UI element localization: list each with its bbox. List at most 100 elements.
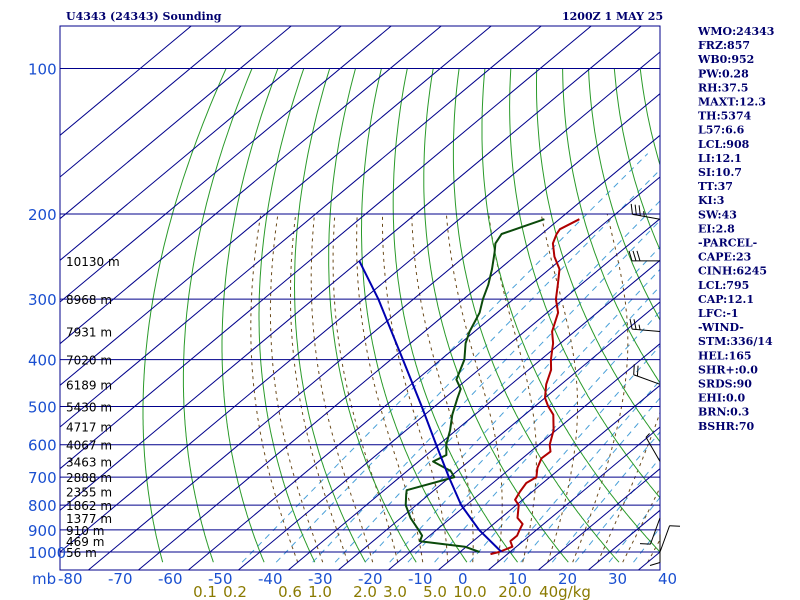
- height-label: 56 m: [66, 546, 97, 560]
- height-label: 4717 m: [66, 420, 112, 434]
- height-label: 1862 m: [66, 499, 112, 513]
- mixing-ratio-label: 0.6: [278, 583, 302, 600]
- index-value: STM:336/14: [698, 335, 773, 348]
- isotherm-line: [188, 176, 660, 570]
- valid-time: 1200Z 1 MAY 25: [562, 10, 663, 23]
- temperature-tick-label: 40: [658, 570, 677, 588]
- temperature-tick-label: -30: [308, 570, 333, 588]
- height-label: 4067 m: [66, 439, 112, 453]
- index-value: EI:2.8: [698, 222, 735, 235]
- height-label: 10130 m: [66, 255, 120, 269]
- moist-adiabat-line: [540, 213, 579, 563]
- pressure-tick-label: 200: [28, 206, 57, 224]
- isotherm-line: [88, 93, 660, 570]
- index-value: SHR+:0.0: [698, 363, 758, 376]
- mixing-ratio-label: 0.2: [223, 583, 247, 600]
- dry-adiabat-line: [796, 69, 800, 563]
- index-value: WB0:952: [697, 53, 754, 66]
- mixing-ratio-label: 0.1: [193, 583, 217, 600]
- mixing-ratio-label: 3.0: [383, 583, 407, 600]
- isotherm-line: [60, 26, 192, 136]
- temperature-tick-label: 30: [608, 570, 627, 588]
- index-value: TH:5374: [698, 110, 752, 123]
- wind-barb: [628, 250, 660, 262]
- isotherm-line: [438, 384, 660, 570]
- sounding-profiles: [358, 218, 580, 556]
- dry-adiabat-line: [182, 68, 253, 563]
- moist-adiabat-line: [445, 213, 503, 563]
- pressure-tick-labels: 100 200 300 400 500 600 700 800 900 1000: [28, 60, 66, 562]
- pressure-tick-label: 600: [28, 437, 57, 455]
- index-value: SRDS:90: [698, 378, 752, 391]
- index-value: CAP:12.1: [698, 293, 754, 306]
- wind-barb: [645, 433, 661, 462]
- pressure-tick-label: 400: [28, 352, 57, 370]
- station-title: U4343 (24343) Sounding: [66, 10, 222, 23]
- index-value: SW:43: [698, 208, 737, 221]
- dry-adiabat-line: [258, 68, 316, 563]
- height-label: 6189 m: [66, 378, 112, 392]
- isotherm-line: [60, 26, 342, 261]
- mixing-ratio-line: [364, 246, 660, 563]
- dry-adiabat-line: [392, 68, 518, 563]
- isotherm-line: [60, 26, 242, 178]
- index-value: KI:3: [698, 194, 724, 207]
- dry-adiabat-line: [588, 68, 660, 321]
- temperature-tick-label: -60: [158, 570, 183, 588]
- index-value: BSHR:70: [698, 420, 754, 433]
- isotherm-line: [538, 468, 660, 570]
- isotherm-line: [588, 509, 660, 570]
- isotherm-line: [60, 26, 292, 220]
- dry-adiabat-line: [744, 69, 800, 563]
- isotherm-line: [60, 26, 592, 470]
- height-label: 2888 m: [66, 471, 112, 485]
- dry-adiabat-line: [509, 68, 660, 499]
- temperature-tick-label: -70: [108, 570, 133, 588]
- isotherm-line: [138, 134, 660, 570]
- pressure-tick-label: 1000: [28, 544, 66, 562]
- wind-barb: [639, 517, 661, 545]
- mixing-ratio-labels: 0.1 0.2 0.6 1.0 2.0 3.0 5.0 10.0 20.0 40g/kg: [193, 583, 591, 600]
- wind-barb: [630, 203, 661, 220]
- temperature-tick-label: -10: [408, 570, 433, 588]
- plot-frame: [59, 25, 661, 571]
- temperature-profile-line: [490, 218, 580, 556]
- wind-barb: [649, 534, 661, 566]
- temperature-tick-label: 20: [558, 570, 577, 588]
- x-axis-unit-label: mb: [32, 570, 56, 588]
- index-value: WMO:24343: [697, 25, 774, 38]
- isotherm-line: [60, 26, 492, 386]
- temperature-tick-labels: mb -80 -70 -60 -50 -40 -30 -20 -10 0 10 20 30 40: [32, 570, 677, 588]
- moist-adiabat-line: [488, 213, 537, 563]
- moist-adiabat-line: [411, 213, 474, 563]
- wind-barbs: [628, 203, 681, 566]
- isotherm-line: [488, 426, 660, 570]
- mixing-ratio-line: [575, 457, 660, 563]
- dry-adiabat-line: [452, 68, 620, 563]
- temperature-tick-label: -50: [208, 570, 233, 588]
- dry-adiabat-line: [770, 69, 800, 563]
- isotherms: [60, 26, 660, 570]
- dry-adiabat-line: [562, 68, 660, 384]
- isotherm-line: [388, 343, 660, 570]
- moist-adiabat-line: [310, 213, 374, 563]
- index-value: CAPE:23: [698, 251, 751, 264]
- dry-adiabat-line: [221, 68, 279, 563]
- index-value: HEL:165: [698, 349, 752, 362]
- index-value: LI:12.1: [698, 152, 742, 165]
- mixing-ratio-line: [551, 431, 660, 563]
- height-label: 2355 m: [66, 486, 112, 500]
- temperature-tick-label: -20: [358, 570, 383, 588]
- dry-adiabat-line: [142, 68, 227, 563]
- moist-adiabat-line: [356, 213, 424, 563]
- pressure-tick-label: 100: [28, 60, 57, 78]
- mixing-ratio-label: 10.0: [453, 583, 486, 600]
- dry-adiabat-line: [481, 68, 660, 553]
- pressure-tick-label: 500: [28, 398, 57, 416]
- parcel-profile-line: [358, 260, 503, 553]
- height-label: 3463 m: [66, 456, 112, 470]
- temperature-tick-label: 0: [458, 570, 468, 588]
- isotherm-line: [60, 26, 442, 345]
